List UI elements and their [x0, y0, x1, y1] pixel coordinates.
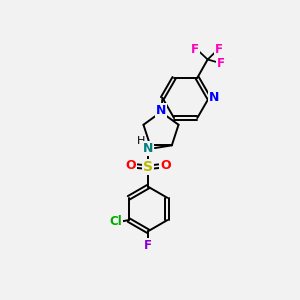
- Text: S: S: [143, 160, 153, 174]
- Text: F: F: [191, 43, 199, 56]
- Text: F: F: [215, 44, 223, 56]
- Text: N: N: [156, 104, 166, 117]
- Text: H: H: [137, 136, 146, 146]
- Text: N: N: [209, 92, 219, 104]
- Text: N: N: [143, 142, 153, 155]
- Text: O: O: [125, 159, 136, 172]
- Text: Cl: Cl: [110, 215, 122, 229]
- Text: F: F: [144, 239, 152, 252]
- Text: F: F: [217, 56, 225, 70]
- Text: O: O: [160, 159, 171, 172]
